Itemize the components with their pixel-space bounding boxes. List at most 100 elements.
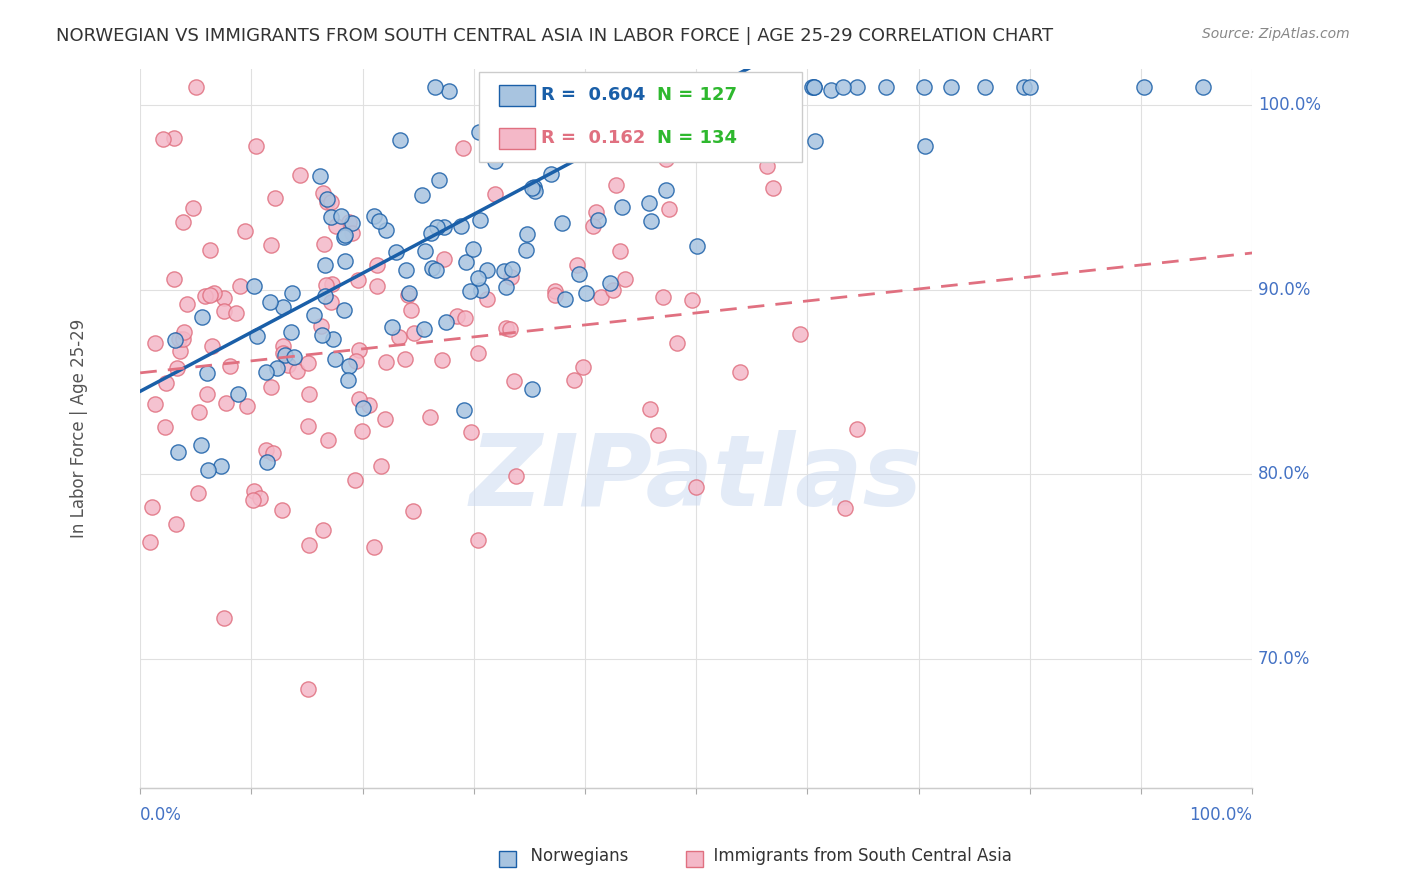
Point [346, 273, 368, 287]
Text: ZIPatlas: ZIPatlas [470, 430, 922, 527]
Point [297, 681, 319, 696]
Point [789, 326, 811, 341]
Point [495, 320, 517, 334]
Point [141, 500, 163, 515]
Point [399, 303, 422, 318]
Point [647, 428, 669, 442]
Point [803, 79, 825, 94]
Point [453, 140, 475, 154]
Point [609, 244, 631, 258]
Point [388, 133, 411, 147]
Point [260, 380, 283, 394]
Point [325, 352, 347, 367]
Point [728, 365, 751, 379]
Text: Source: ZipAtlas.com: Source: ZipAtlas.com [1202, 27, 1350, 41]
Point [302, 308, 325, 322]
Point [212, 611, 235, 625]
Point [582, 219, 605, 233]
Point [655, 183, 678, 197]
Point [912, 79, 935, 94]
Point [236, 399, 259, 413]
Text: R =  0.604: R = 0.604 [540, 87, 645, 104]
Point [374, 411, 396, 425]
Point [475, 263, 498, 277]
Point [605, 178, 627, 192]
Point [602, 283, 624, 297]
Point [562, 373, 585, 387]
Point [243, 483, 266, 498]
Point [470, 283, 492, 297]
Point [575, 285, 598, 300]
Point [215, 396, 238, 410]
Point [433, 252, 456, 267]
Point [544, 284, 567, 298]
Point [152, 132, 174, 146]
Point [254, 443, 277, 458]
Point [271, 503, 294, 517]
Point [425, 263, 447, 277]
Point [285, 363, 308, 377]
Point [599, 277, 621, 291]
Point [631, 120, 654, 135]
Point [974, 79, 997, 94]
Point [385, 244, 408, 259]
Point [762, 181, 785, 195]
Point [315, 193, 337, 207]
Point [665, 336, 688, 351]
Point [366, 278, 388, 293]
Point [547, 79, 569, 94]
Point [363, 540, 385, 554]
Point [846, 422, 869, 436]
Point [650, 104, 672, 119]
Point [375, 355, 398, 369]
Point [298, 538, 321, 552]
Point [755, 160, 778, 174]
Point [363, 209, 385, 223]
Point [200, 243, 222, 257]
Point [155, 420, 177, 434]
Point [260, 238, 283, 252]
Point [143, 336, 166, 351]
Point [875, 79, 897, 94]
Point [336, 374, 359, 388]
Point [271, 339, 294, 353]
Point [484, 154, 506, 169]
Text: NORWEGIAN VS IMMIGRANTS FROM SOUTH CENTRAL ASIA IN LABOR FORCE | AGE 25-29 CORRE: NORWEGIAN VS IMMIGRANTS FROM SOUTH CENTR… [56, 27, 1053, 45]
Point [804, 134, 827, 148]
Text: 0.0%: 0.0% [141, 806, 181, 824]
Point [375, 223, 398, 237]
Point [640, 401, 662, 416]
Point [352, 401, 374, 415]
Point [264, 192, 287, 206]
Point [492, 264, 515, 278]
Point [242, 492, 264, 507]
Point [523, 118, 546, 132]
Point [432, 353, 454, 368]
Point [359, 398, 381, 412]
Point [381, 319, 404, 334]
Point [831, 79, 853, 94]
Point [314, 289, 336, 303]
Point [256, 455, 278, 469]
Point [191, 310, 214, 324]
Point [219, 359, 242, 374]
Point [572, 359, 595, 374]
Point [228, 279, 250, 293]
Point [551, 216, 574, 230]
Point [312, 186, 335, 200]
Point [820, 83, 842, 97]
Text: 90.0%: 90.0% [1258, 281, 1310, 299]
Point [446, 309, 468, 323]
Point [332, 303, 354, 318]
Point [520, 180, 543, 194]
Point [501, 270, 523, 285]
Point [274, 348, 297, 362]
Point [450, 219, 472, 233]
Point [803, 79, 825, 94]
Point [325, 219, 347, 234]
Point [1019, 79, 1042, 94]
Point [277, 359, 299, 373]
Point [502, 79, 524, 94]
Point [329, 209, 352, 223]
Point [613, 272, 636, 286]
